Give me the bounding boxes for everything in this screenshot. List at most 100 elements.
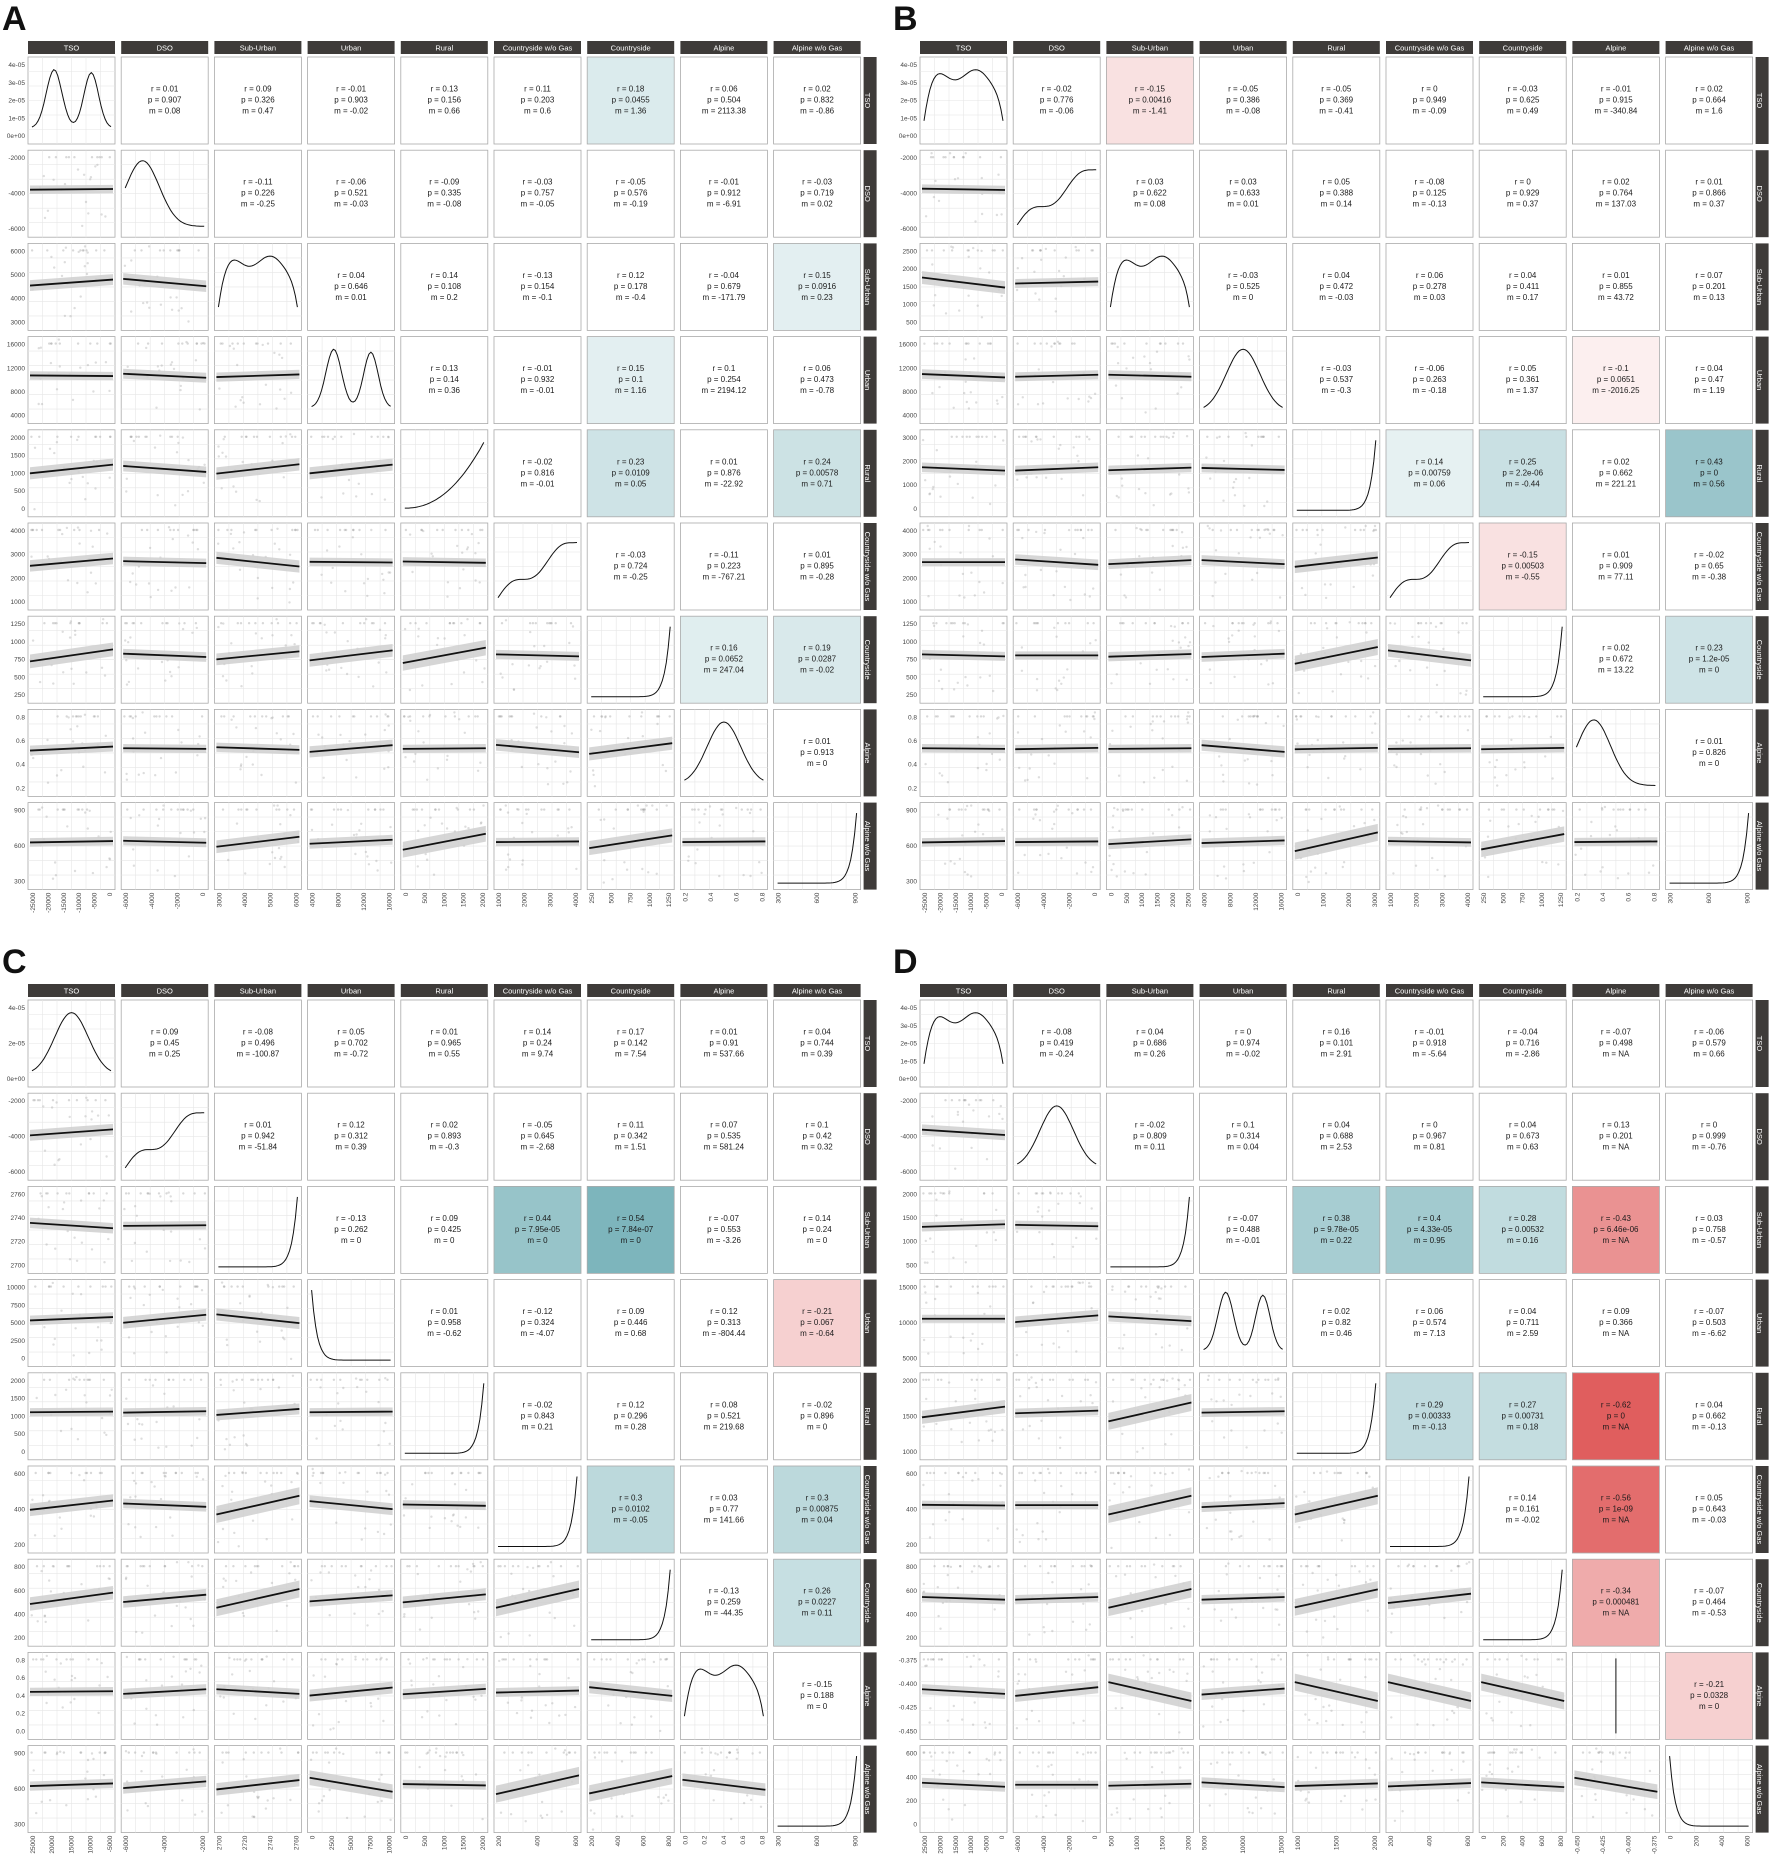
scatter-point — [1185, 678, 1189, 681]
scatter-point — [104, 361, 108, 364]
scatter-point — [1059, 548, 1062, 551]
scatter-point — [1154, 435, 1157, 438]
scatter-point — [128, 715, 131, 718]
x-tick-label: 4000 — [242, 892, 249, 907]
correlation-stat: p = 0.473 — [800, 375, 834, 384]
scatter-point — [524, 808, 528, 811]
scatter-point — [79, 366, 82, 369]
scatter-point — [1129, 725, 1132, 728]
scatter-point — [187, 458, 190, 462]
scatter-point — [952, 156, 955, 159]
scatter-point — [1172, 678, 1175, 681]
scatter-point — [1118, 829, 1121, 833]
scatter-point — [89, 529, 93, 532]
scatter-point — [72, 682, 75, 685]
scatter-cell — [1572, 802, 1660, 890]
scatter-point — [84, 1115, 87, 1118]
scatter-point — [1088, 595, 1092, 598]
scatter-point — [64, 1388, 68, 1392]
scatter-point — [232, 1389, 235, 1392]
correlation-cell: r = 0.03p = 0.77m = 141.66 — [680, 1465, 768, 1554]
scatter-cell — [307, 709, 396, 797]
scatter-point — [1247, 813, 1251, 816]
scatter-point — [30, 528, 33, 532]
correlation-stat: p = 0.472 — [1320, 282, 1354, 291]
row-label: Sub-Urban — [863, 1212, 872, 1248]
column-strip — [773, 41, 861, 54]
scatter-point — [181, 493, 184, 497]
scatter-point — [383, 498, 387, 501]
correlation-stat: m = -0.09 — [1412, 107, 1447, 116]
scatter-point — [1373, 818, 1376, 822]
y-tick-label: 750 — [906, 657, 917, 664]
scatter-point — [474, 715, 477, 718]
scatter-point — [924, 762, 927, 766]
scatter-point — [255, 808, 258, 811]
scatter-point — [78, 528, 81, 532]
scatter-point — [313, 528, 317, 532]
scatter-point — [1266, 500, 1269, 503]
correlation-stat: p = 0.958 — [428, 1318, 462, 1327]
scatter-cell — [1478, 709, 1567, 797]
scatter-point — [1036, 438, 1039, 441]
scatter-point — [521, 821, 524, 825]
scatter-point — [86, 482, 90, 485]
scatter-point — [155, 808, 158, 811]
scatter-point — [54, 156, 58, 159]
scatter-point — [974, 220, 977, 223]
scatter-point — [1296, 742, 1299, 745]
scatter-point — [1325, 627, 1329, 630]
scatter-point — [1114, 528, 1117, 532]
correlation-stat: p = 0.262 — [334, 1225, 368, 1234]
scatter-point — [1186, 715, 1189, 718]
density-curve — [497, 542, 578, 598]
scatter-point — [100, 213, 103, 216]
scatter-point — [1110, 868, 1113, 872]
scatter-point — [1131, 715, 1135, 718]
scatter-point — [1035, 435, 1038, 438]
scatter-point — [278, 548, 281, 551]
scatter-point — [718, 824, 721, 827]
scatter-cell — [120, 522, 209, 611]
scatter-point — [49, 1590, 53, 1593]
scatter-point — [172, 1378, 175, 1382]
scatter-point — [1209, 681, 1213, 685]
correlation-stat: m = -0.28 — [800, 573, 835, 582]
correlation-stat: m = -0.86 — [800, 107, 835, 116]
correlation-stat: p = 0.576 — [614, 189, 648, 198]
scatter-point — [98, 1207, 101, 1210]
scatter-point — [979, 676, 982, 679]
scatter-point — [357, 1585, 360, 1589]
scatter-point — [76, 581, 79, 585]
x-tick-label: 12000 — [361, 892, 368, 910]
scatter-point — [1619, 808, 1622, 811]
scatter-point — [403, 627, 407, 631]
x-tick-label: 16000 — [387, 892, 394, 910]
scatter-point — [325, 549, 329, 552]
scatter-point — [248, 1294, 251, 1298]
correlation-stat: p = 0.537 — [1320, 375, 1354, 384]
scatter-point — [1091, 715, 1095, 718]
scatter-point — [268, 862, 271, 866]
x-tick-label: 3000 — [1439, 892, 1446, 907]
scatter-point — [146, 1584, 149, 1588]
scatter-point — [967, 342, 970, 345]
scatter-point — [1045, 342, 1049, 345]
scatter-point — [1139, 662, 1142, 665]
scatter-point — [931, 263, 934, 266]
scatter-point — [288, 601, 291, 604]
scatter-point — [201, 1565, 204, 1568]
scatter-point — [409, 622, 412, 625]
column-label: Alpine — [1605, 44, 1626, 53]
scatter-point — [270, 717, 273, 720]
scatter-point — [285, 1604, 289, 1608]
scatter-point — [1276, 715, 1280, 718]
scatter-point — [600, 715, 603, 718]
scatter-point — [1395, 765, 1398, 769]
scatter-point — [1357, 622, 1360, 625]
